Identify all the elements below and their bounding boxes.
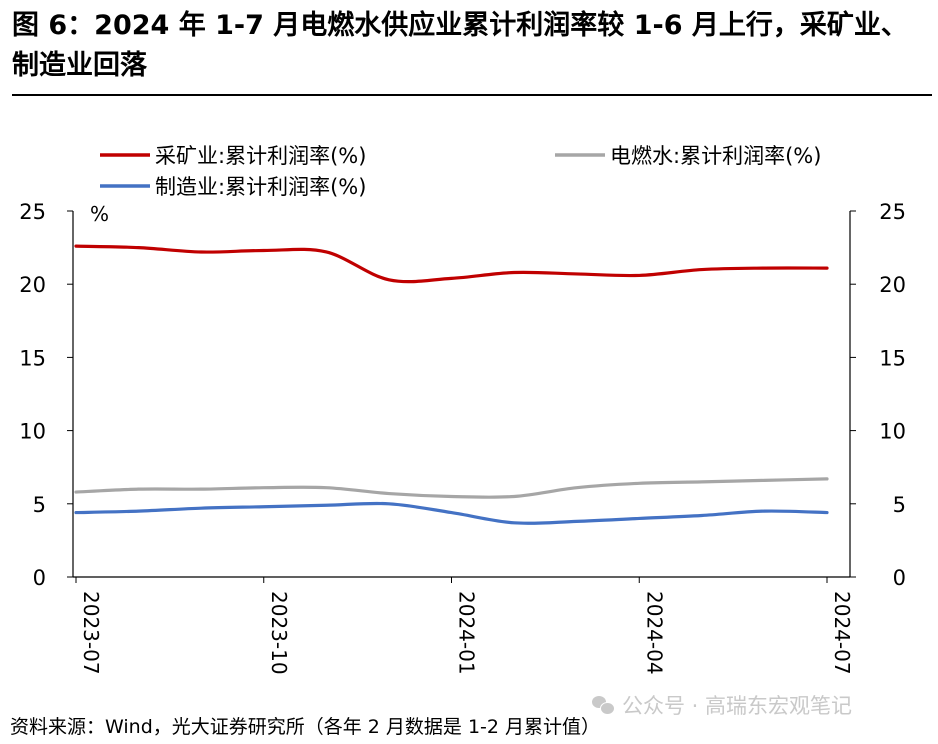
y-tick-label-right: 0	[893, 566, 906, 590]
x-tick-label: 2023-07	[79, 591, 103, 675]
wechat-icon	[592, 696, 615, 715]
legend-label-3: 制造业:累计利润率(%)	[155, 175, 366, 199]
x-tick-label: 2023-10	[267, 591, 291, 675]
chart-title: 图 6：2024 年 1-7 月电燃水供应业累计利润率较 1-6 月上行，采矿业…	[12, 10, 908, 81]
x-tick-label: 2024-01	[455, 591, 479, 675]
series-line-3	[74, 501, 829, 525]
y-unit-label: %	[90, 202, 109, 226]
y-tick-label-right: 5	[893, 493, 906, 517]
watermark: 公众号 · 高瑞东宏观笔记	[592, 690, 852, 720]
y-tick-label-left: 5	[33, 493, 46, 517]
y-tick-label-right: 15	[879, 346, 906, 370]
series-line-2	[74, 477, 829, 499]
y-tick-label-left: 0	[33, 566, 46, 590]
y-tick-label-right: 20	[879, 273, 906, 297]
y-tick-label-right: 10	[879, 420, 906, 444]
y-tick-label-right: 25	[879, 200, 906, 224]
y-tick-label-left: 10	[19, 420, 46, 444]
y-tick-label-left: 25	[19, 200, 46, 224]
legend-label-1: 采矿业:累计利润率(%)	[155, 144, 366, 168]
line-chart: 0 0 5 5 10 10 15 15 20 20 25 25% 2023-07 2023-10 2024-…	[19, 144, 906, 675]
y-tick-label-left: 15	[19, 346, 46, 370]
watermark-text: 公众号 · 高瑞东宏观笔记	[622, 694, 853, 718]
source-note: 资料来源：Wind，光大证券研究所（各年 2 月数据是 1-2 月累计值）	[10, 716, 601, 738]
x-tick-label: 2024-04	[642, 591, 666, 675]
title-divider	[12, 94, 932, 96]
series-line-1	[74, 244, 829, 284]
y-tick-label-left: 20	[19, 273, 46, 297]
x-tick-label: 2024-07	[830, 591, 854, 675]
legend-label-2: 电燃水:累计利润率(%)	[610, 144, 821, 168]
